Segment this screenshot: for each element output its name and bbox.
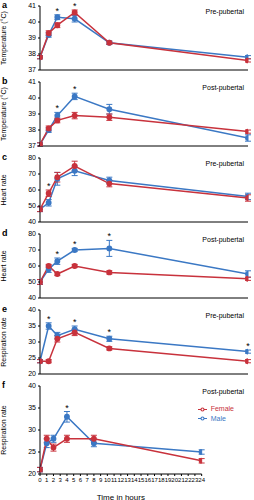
svg-text:8: 8 (92, 477, 96, 483)
svg-text:*: * (73, 239, 77, 249)
svg-text:7: 7 (85, 477, 89, 483)
svg-text:Respiration rate: Respiration rate (0, 317, 8, 367)
svg-text:9: 9 (99, 477, 103, 483)
svg-text:Temperature (°C): Temperature (°C) (0, 11, 8, 65)
svg-text:*: * (47, 314, 51, 324)
html-text:Female: Female (210, 405, 234, 412)
svg-text:*: * (56, 6, 60, 16)
svg-text:*: * (56, 249, 60, 259)
svg-text:38: 38 (28, 126, 36, 133)
svg-text:1: 1 (45, 477, 49, 483)
svg-text:Heart rate: Heart rate (0, 250, 7, 281)
html-text:d: d (2, 228, 8, 238)
svg-text:*: * (65, 403, 69, 413)
svg-text:5: 5 (72, 477, 76, 483)
svg-text:Temperature (°C): Temperature (°C) (0, 87, 8, 141)
html-text:Post-pubertal: Post-pubertal (202, 236, 244, 243)
html-text:10 11 12 13 14 15 16 17 18 19: 10 11 12 13 14 15 16 17 18 19 20 21 22 2… (104, 477, 199, 484)
svg-text:25: 25 (28, 354, 36, 361)
svg-text:Heart rate: Heart rate (0, 174, 7, 205)
svg-text:38: 38 (28, 50, 36, 57)
html-text:Post-pubertal: Post-pubertal (202, 84, 244, 91)
svg-text:50: 50 (28, 278, 36, 285)
html-text:Pre-pubertal: Pre-pubertal (205, 312, 244, 319)
svg-text:30: 30 (28, 338, 36, 345)
svg-text:35: 35 (28, 404, 36, 411)
svg-text:*: * (73, 317, 77, 327)
svg-text:41: 41 (28, 78, 36, 85)
svg-text:60: 60 (28, 262, 36, 269)
html-text:Pre-pubertal: Pre-pubertal (205, 160, 244, 167)
svg-text:70: 70 (28, 246, 36, 253)
svg-text:40: 40 (28, 218, 36, 225)
svg-text:39: 39 (28, 110, 36, 117)
html-text:e: e (2, 304, 7, 314)
svg-text:60: 60 (28, 186, 36, 193)
svg-text:*: * (108, 327, 112, 337)
html-text:b: b (2, 76, 8, 86)
svg-text:70: 70 (28, 170, 36, 177)
svg-text:20: 20 (28, 370, 36, 377)
svg-text:6: 6 (79, 477, 83, 483)
html-text:c: c (2, 152, 7, 162)
svg-text:37: 37 (28, 142, 36, 149)
svg-text:37: 37 (28, 66, 36, 73)
svg-text:*: * (246, 341, 250, 351)
svg-text:40: 40 (28, 294, 36, 301)
svg-text:80: 80 (28, 230, 36, 237)
svg-text:39: 39 (28, 34, 36, 41)
svg-text:*: * (73, 84, 77, 94)
svg-text:4: 4 (65, 477, 69, 483)
svg-text:25: 25 (28, 448, 36, 455)
html-text:Pre-pubertal: Pre-pubertal (205, 8, 244, 15)
svg-text:40: 40 (28, 382, 36, 389)
svg-text:3: 3 (59, 477, 63, 483)
svg-text:Time in hours: Time in hours (97, 493, 145, 500)
svg-text:41: 41 (28, 2, 36, 9)
svg-text:*: * (73, 1, 77, 11)
svg-text:2: 2 (52, 477, 56, 483)
svg-text:*: * (56, 103, 60, 113)
html-text:f: f (2, 380, 5, 390)
svg-text:80: 80 (28, 154, 36, 161)
svg-text:20: 20 (28, 470, 36, 477)
svg-text:35: 35 (28, 322, 36, 329)
html-text:Post-pubertal: Post-pubertal (202, 388, 244, 395)
svg-text:*: * (47, 181, 51, 191)
svg-text:Respiration rate: Respiration rate (0, 405, 8, 455)
svg-text:30: 30 (28, 426, 36, 433)
svg-text:0: 0 (38, 477, 42, 483)
svg-text:50: 50 (28, 202, 36, 209)
svg-text:40: 40 (28, 306, 36, 313)
svg-text:24: 24 (198, 477, 205, 483)
svg-text:40: 40 (28, 18, 36, 25)
svg-text:40: 40 (28, 94, 36, 101)
svg-text:*: * (108, 231, 112, 241)
html-text:Male: Male (210, 414, 226, 422)
html-text:a: a (2, 0, 7, 10)
